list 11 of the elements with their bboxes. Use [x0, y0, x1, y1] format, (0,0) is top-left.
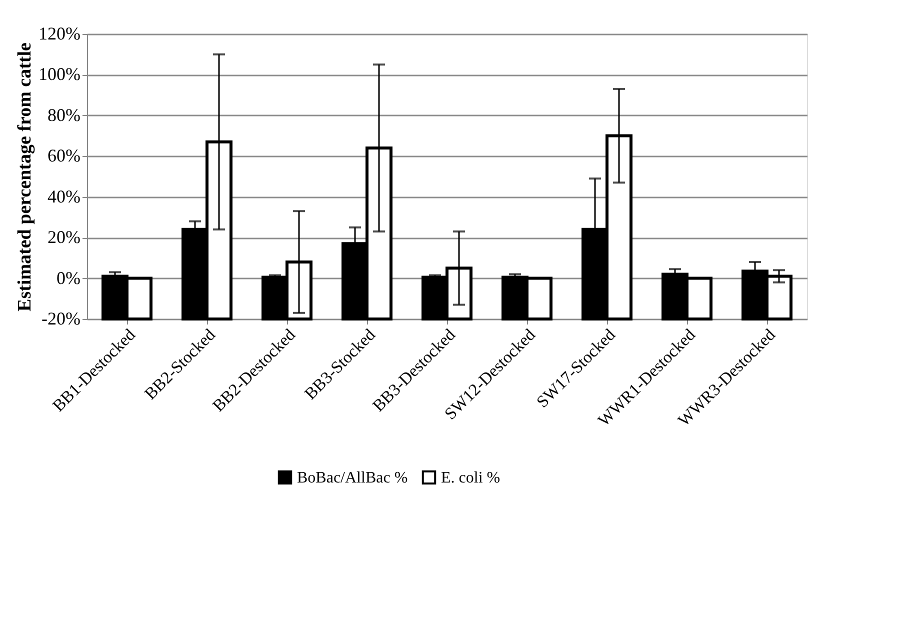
y-tick-label: 40%: [48, 186, 80, 206]
legend-label: BoBac/AllBac %: [297, 469, 408, 486]
y-tick-label: 120%: [38, 24, 80, 44]
y-tick-label: 0%: [56, 268, 80, 288]
y-tick-label: 100%: [38, 64, 80, 84]
y-tick-label: -20%: [42, 308, 80, 328]
legend-label: E. coli %: [441, 469, 500, 486]
y-tick-label: 60%: [48, 146, 80, 166]
y-tick-label: 20%: [48, 227, 80, 248]
y-axis-title: Estimated percentage from cattle: [14, 42, 36, 312]
y-tick-label: 80%: [48, 104, 80, 125]
